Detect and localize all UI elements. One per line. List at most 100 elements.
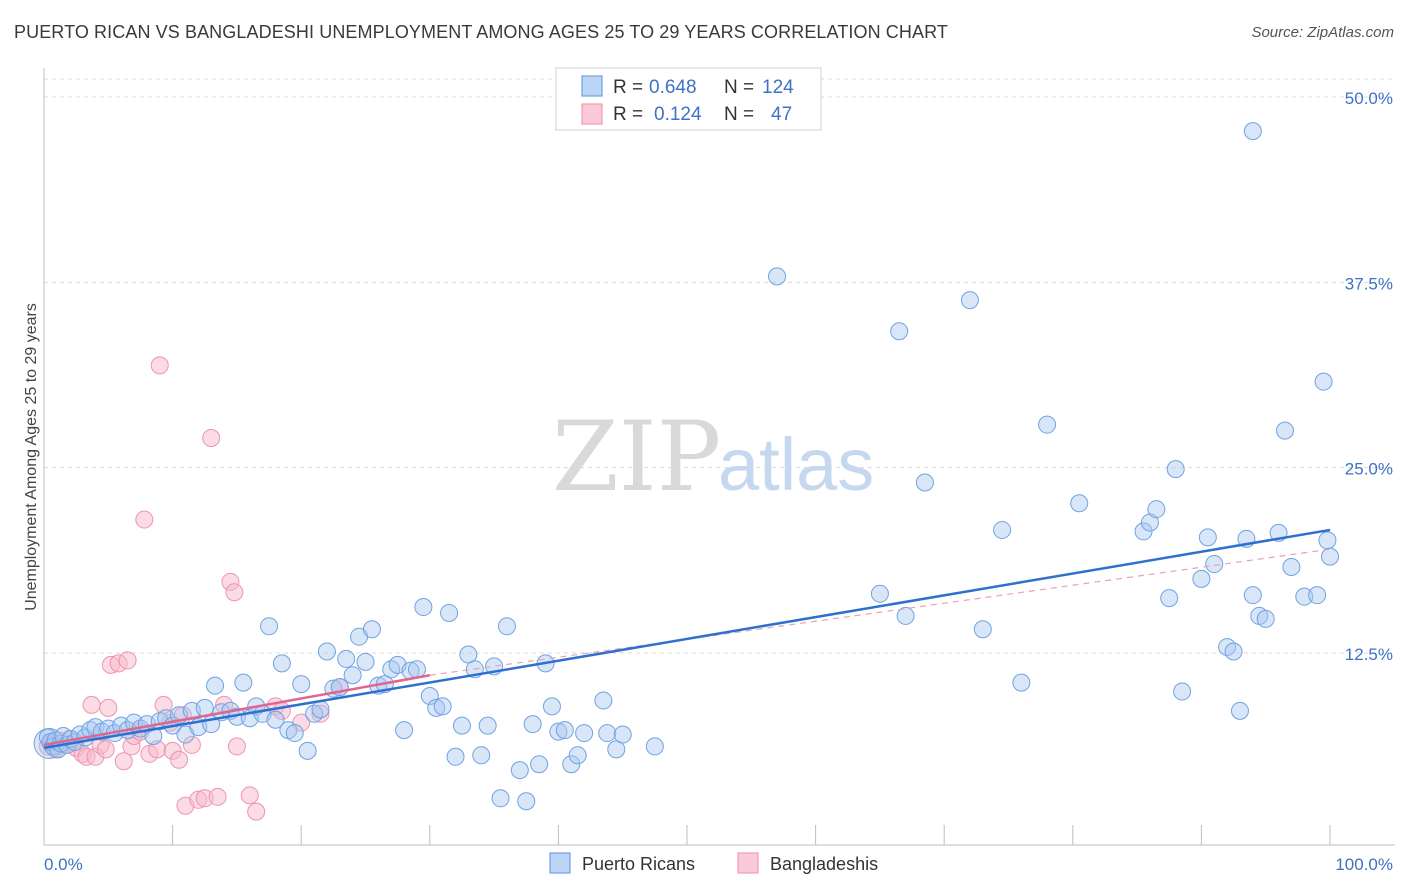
- puerto-rican-point-48: [311, 700, 330, 719]
- puerto-rican-point-73: [472, 746, 491, 765]
- tick-labels: 12.5% 25.0% 37.5% 50.0% 0.0% 100.0%: [44, 89, 1393, 874]
- puerto-rican-point-99: [960, 291, 979, 310]
- y-tick-label-1: 25.0%: [1345, 460, 1393, 479]
- puerto-rican-point-56: [362, 620, 381, 639]
- puerto-rican-point-12: [81, 721, 100, 740]
- bangladeshi-point-24: [150, 356, 169, 375]
- puerto-rican-point-41: [266, 710, 285, 729]
- puerto-rican-point-105: [1134, 522, 1153, 541]
- puerto-rican-point-122: [1275, 421, 1294, 440]
- puerto-rican-point-100: [973, 620, 992, 639]
- series-legend: Puerto Ricans Bangladeshis: [549, 852, 878, 874]
- puerto-rican-point-123: [1282, 558, 1301, 577]
- bangladeshi-point-45: [311, 704, 330, 723]
- grid-lines: [44, 78, 1395, 654]
- puerto-rican-point-40: [260, 617, 279, 636]
- puerto-rican-point-52: [337, 649, 356, 668]
- x-tick-label-1: 100.0%: [1335, 855, 1393, 874]
- watermark-zip: ZIP: [552, 401, 721, 513]
- legend-n-value-1: 124: [762, 77, 794, 98]
- puerto-rican-point-81: [530, 755, 549, 774]
- puerto-rican-point-22: [144, 727, 163, 746]
- puerto-rican-point-110: [1173, 682, 1192, 701]
- y-tick-label-2: 37.5%: [1345, 274, 1393, 293]
- puerto-rican-point-97: [896, 606, 915, 625]
- bangladeshi-point-34: [202, 429, 221, 448]
- puerto-rican-point-77: [497, 617, 516, 636]
- bangladeshi-point-41: [247, 802, 266, 821]
- puerto-rican-point-129: [1321, 547, 1339, 566]
- chart-title: PUERTO RICAN VS BANGLADESHI UNEMPLOYMENT…: [14, 22, 948, 42]
- bangladeshi-point-40: [240, 786, 259, 805]
- puerto-rican-point-128: [1318, 531, 1337, 550]
- puerto-rican-point-80: [523, 715, 542, 734]
- correlation-legend: R = 0.648 N = 124 R = 0.124 N = 47: [555, 67, 822, 131]
- bangladeshi-point-31: [182, 735, 201, 754]
- puerto-rican-point-71: [459, 645, 478, 664]
- legend-r-label-2: R =: [613, 104, 643, 125]
- watermark: ZIP atlas: [552, 401, 874, 513]
- puerto-rican-point-88: [575, 724, 594, 743]
- puerto-rican-point-45: [292, 675, 311, 694]
- puerto-rican-point-103: [1038, 415, 1057, 434]
- puerto-rican-point-120: [1256, 609, 1275, 628]
- puerto-rican-point-44: [285, 724, 304, 743]
- puerto-rican-point-124: [1295, 587, 1314, 606]
- legend-bangladeshis: Bangladeshis: [770, 854, 878, 874]
- puerto-rican-point-127: [1314, 372, 1333, 391]
- bangladeshi-point-21: [135, 510, 154, 529]
- puerto-rican-point-107: [1147, 500, 1166, 519]
- bangladeshi-point-39: [227, 737, 246, 756]
- puerto-rican-point-61: [395, 721, 414, 740]
- puerto-rican-point-92: [613, 725, 632, 744]
- x-tick-label-0: 0.0%: [44, 855, 83, 874]
- bangladeshi-point-28: [170, 750, 189, 769]
- puerto-rican-point-55: [356, 652, 375, 671]
- puerto-rican-point-93: [645, 737, 664, 756]
- source-label: Source: ZipAtlas.com: [1251, 24, 1394, 41]
- legend-swatch-blue: [581, 75, 603, 97]
- puerto-rican-point-96: [890, 322, 909, 341]
- legend-r-value-1: 0.648: [649, 77, 697, 98]
- puerto-ricans-points: [33, 122, 1339, 811]
- puerto-rican-point-94: [768, 267, 787, 286]
- puerto-rican-point-115: [1224, 642, 1243, 661]
- bangladeshi-point-16: [114, 752, 133, 771]
- y-tick-label-0: 12.5%: [1345, 645, 1393, 664]
- legend-r-value-2: 0.124: [654, 104, 702, 125]
- watermark-atlas: atlas: [718, 423, 874, 506]
- bangladeshi-point-9: [82, 695, 101, 714]
- puerto-rican-point-65: [420, 686, 439, 705]
- legend-n-label-1: N =: [724, 77, 754, 98]
- puerto-rican-point-76: [491, 789, 510, 808]
- puerto-rican-point-89: [594, 691, 613, 710]
- puerto-rican-trend-line: [43, 528, 1331, 750]
- y-axis-label: Unemployment Among Ages 25 to 29 years: [23, 303, 40, 611]
- puerto-rican-point-70: [452, 716, 471, 735]
- puerto-rican-point-79: [517, 792, 536, 811]
- puerto-rican-point-101: [993, 520, 1012, 539]
- legend-puerto-ricans: Puerto Ricans: [582, 854, 695, 874]
- puerto-rican-point-83: [542, 697, 561, 716]
- legend-n-label-2: N =: [724, 104, 754, 125]
- puerto-rican-point-102: [1012, 673, 1031, 692]
- puerto-rican-point-108: [1160, 589, 1179, 608]
- puerto-rican-point-36: [234, 673, 253, 692]
- puerto-rican-point-74: [478, 716, 497, 735]
- puerto-rican-point-85: [555, 721, 574, 740]
- y-tick-label-3: 50.0%: [1345, 89, 1393, 108]
- puerto-rican-point-66: [427, 698, 446, 717]
- puerto-rican-point-98: [915, 473, 934, 492]
- puerto-rican-point-109: [1166, 460, 1185, 479]
- puerto-rican-point-78: [510, 761, 529, 780]
- puerto-rican-point-111: [1192, 569, 1211, 588]
- bottom-swatch-blue: [549, 852, 571, 874]
- bangladeshi-trend-line: [43, 674, 431, 747]
- puerto-rican-point-87: [568, 746, 587, 765]
- puerto-rican-point-113: [1205, 555, 1224, 574]
- puerto-rican-point-64: [414, 598, 433, 617]
- bangladeshi-point-17: [118, 651, 137, 670]
- puerto-rican-point-126: [1243, 122, 1262, 141]
- puerto-rican-point-53: [343, 666, 362, 685]
